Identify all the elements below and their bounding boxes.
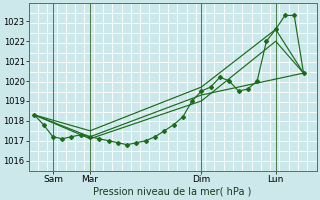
X-axis label: Pression niveau de la mer( hPa ): Pression niveau de la mer( hPa ) <box>93 187 252 197</box>
